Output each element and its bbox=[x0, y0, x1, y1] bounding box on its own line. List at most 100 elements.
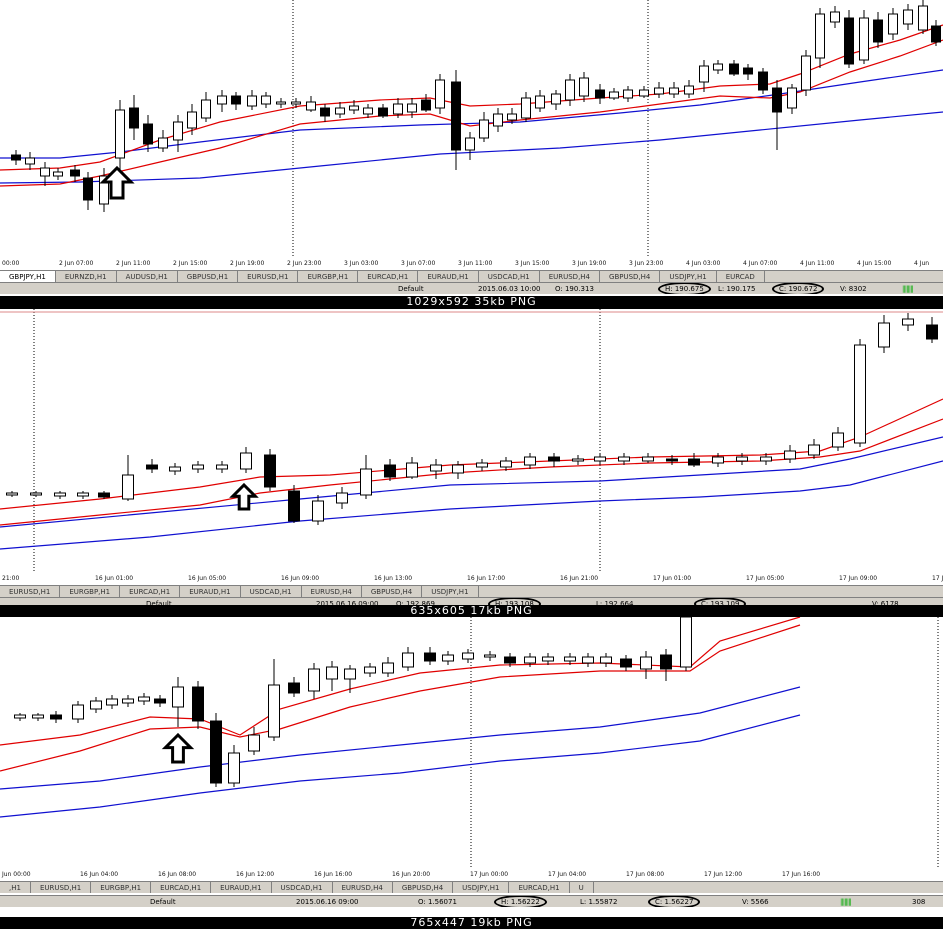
status-bar-1: Default 2015.06.03 10:00 O: 190.313 H: 190.… bbox=[0, 282, 943, 294]
time-label: 2 Jun 15:00 bbox=[173, 260, 208, 267]
time-label: 3 Jun 07:00 bbox=[401, 260, 436, 267]
symbol-tab[interactable]: EURUSD,H1 bbox=[238, 271, 299, 282]
symbol-tab[interactable]: EURAUD,H1 bbox=[418, 271, 479, 282]
candle bbox=[784, 445, 796, 463]
time-label: 2 Jun 19:00 bbox=[230, 260, 265, 267]
candle bbox=[442, 651, 454, 665]
symbol-tab[interactable]: EURUSD,H1 bbox=[0, 586, 61, 597]
candle bbox=[844, 10, 854, 68]
symbol-tab[interactable]: EURAUD,H1 bbox=[180, 586, 241, 597]
symbol-tab[interactable]: EURCAD,H1 bbox=[358, 271, 419, 282]
status-datetime: 2015.06.03 10:00 bbox=[478, 285, 541, 293]
ma-blue-lower bbox=[0, 460, 943, 550]
candle bbox=[288, 485, 300, 523]
candle bbox=[736, 453, 748, 465]
candle bbox=[760, 453, 772, 465]
symbol-tab[interactable]: U bbox=[570, 882, 594, 893]
time-label: 3 Jun 19:00 bbox=[572, 260, 607, 267]
ma-red-upper bbox=[0, 398, 943, 510]
status-profile: Default bbox=[146, 600, 172, 608]
candle bbox=[192, 461, 204, 473]
time-label: 4 Jun 15:00 bbox=[857, 260, 892, 267]
candle bbox=[787, 84, 797, 114]
symbol-tab[interactable]: GBPUSD,H1 bbox=[178, 271, 239, 282]
price-chart-2[interactable] bbox=[0, 309, 943, 573]
candle bbox=[382, 657, 394, 677]
candle bbox=[654, 82, 664, 98]
ma-blue-lower bbox=[0, 714, 801, 818]
symbol-tab[interactable]: EURUSD,H4 bbox=[302, 586, 362, 597]
candle bbox=[210, 713, 222, 787]
candle bbox=[609, 88, 619, 100]
symbol-tab[interactable]: EURCAD,H1 bbox=[151, 882, 212, 893]
price-chart-1[interactable] bbox=[0, 0, 943, 258]
time-label: 17 Jun bbox=[932, 575, 943, 582]
symbol-tab[interactable]: EURAUD,H1 bbox=[211, 882, 272, 893]
candle bbox=[918, 0, 928, 34]
candle bbox=[187, 104, 197, 135]
symbol-tab[interactable]: USDCAD,H1 bbox=[479, 271, 540, 282]
symbol-tab[interactable]: GBPUSD,H4 bbox=[393, 882, 454, 893]
symbol-tab[interactable]: EURCAD,H1 bbox=[509, 882, 570, 893]
candle bbox=[493, 108, 503, 132]
candle bbox=[642, 453, 654, 463]
symbol-tab[interactable]: GBPUSD,H4 bbox=[600, 271, 661, 282]
candle bbox=[684, 80, 694, 98]
candle bbox=[106, 695, 118, 709]
status-open: O: 190.313 bbox=[555, 285, 594, 293]
candle bbox=[201, 92, 211, 122]
candle bbox=[326, 661, 338, 691]
candle bbox=[424, 647, 436, 665]
price-chart-3[interactable] bbox=[0, 617, 943, 869]
symbol-tab[interactable]: USDJPY,H1 bbox=[422, 586, 479, 597]
candle bbox=[11, 150, 21, 165]
time-label: 16 Jun 21:00 bbox=[560, 575, 599, 582]
symbol-tab[interactable]: USDJPY,H1 bbox=[453, 882, 510, 893]
symbol-tab[interactable]: EURNZD,H1 bbox=[56, 271, 117, 282]
symbol-tab[interactable]: ,H1 bbox=[0, 882, 31, 893]
candle bbox=[565, 74, 575, 106]
candle bbox=[115, 100, 125, 175]
candle bbox=[873, 12, 883, 48]
candle bbox=[600, 653, 612, 667]
symbol-tab[interactable]: USDJPY,H1 bbox=[660, 271, 717, 282]
time-axis-1: 00:00 2 Jun 07:00 2 Jun 11:00 2 Jun 15:00 2 … bbox=[0, 258, 943, 272]
candle bbox=[854, 339, 866, 447]
candle bbox=[90, 697, 102, 713]
candle bbox=[542, 653, 554, 665]
symbol-tab[interactable]: GBPUSD,H4 bbox=[362, 586, 423, 597]
symbol-tab[interactable]: EURCAD,H1 bbox=[120, 586, 181, 597]
symbol-tab[interactable]: EURCAD bbox=[717, 271, 765, 282]
candle bbox=[699, 60, 709, 92]
candle bbox=[54, 491, 66, 499]
candle bbox=[344, 665, 356, 693]
symbol-tab[interactable]: EURGBP,H1 bbox=[298, 271, 359, 282]
time-label: 16 Jun 20:00 bbox=[392, 871, 431, 878]
candle bbox=[521, 92, 531, 122]
candle bbox=[903, 4, 913, 30]
status-low: L: 190.175 bbox=[718, 285, 756, 293]
symbol-tab[interactable]: GBPJPY,H1 bbox=[0, 271, 56, 282]
symbol-tab[interactable]: USDCAD,H1 bbox=[272, 882, 333, 893]
status-profile: Default bbox=[398, 285, 424, 293]
status-bar-3: Default 2015.06.16 09:00 O: 1.56071 H: 1.56… bbox=[0, 895, 943, 907]
symbol-tab[interactable]: USDCAD,H1 bbox=[241, 586, 302, 597]
candle bbox=[158, 130, 168, 152]
candle bbox=[288, 677, 300, 697]
symbol-tab[interactable]: EURGBP,H1 bbox=[60, 586, 121, 597]
candle bbox=[261, 92, 271, 108]
symbol-tab[interactable]: EURGBP,H1 bbox=[91, 882, 152, 893]
time-label: 17 Jun 00:00 bbox=[470, 871, 509, 878]
image-caption-1: 1029x592 35kb PNG bbox=[0, 296, 943, 308]
candle bbox=[479, 112, 489, 142]
status-volume: V: 5566 bbox=[742, 898, 769, 906]
symbol-tab[interactable]: EURUSD,H1 bbox=[31, 882, 92, 893]
candle bbox=[888, 8, 898, 40]
symbol-tab[interactable]: EURUSD,H4 bbox=[540, 271, 601, 282]
candle bbox=[594, 453, 606, 465]
time-axis-3: Jun 00:00 16 Jun 04:00 16 Jun 08:00 16 Jun … bbox=[0, 869, 943, 883]
symbol-tab[interactable]: AUDUSD,H1 bbox=[117, 271, 178, 282]
candle bbox=[240, 447, 252, 473]
symbol-tab[interactable]: EURUSD,H4 bbox=[333, 882, 393, 893]
up-arrow-icon bbox=[229, 482, 259, 511]
